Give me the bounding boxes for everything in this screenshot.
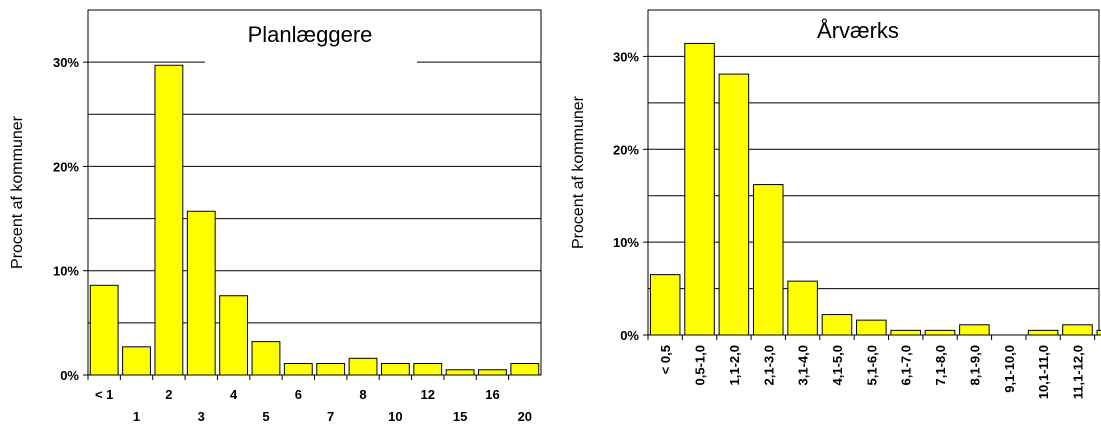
x-tick-label: 8,1-9,0 xyxy=(967,345,982,385)
plot-area-border xyxy=(647,9,1100,336)
x-tick-label: 4 xyxy=(230,387,238,402)
bar xyxy=(283,363,313,376)
y-tick-label: 10% xyxy=(613,235,639,250)
bar xyxy=(787,280,818,336)
x-tick-label: 9,1-10,0 xyxy=(1002,345,1017,393)
bar xyxy=(122,346,151,376)
bar xyxy=(413,363,443,376)
x-tick-label: 3 xyxy=(198,409,205,424)
x-tick-label: 6 xyxy=(295,387,302,402)
x-tick-label: 4,1-5,0 xyxy=(830,345,845,385)
bar xyxy=(684,42,715,336)
bar xyxy=(752,184,784,336)
x-tick-label: < 0,5 xyxy=(658,345,673,374)
bar xyxy=(959,324,990,336)
chart-2: 0% 10% 20% 30% < 0,5 0,5-1,0 1,1-2,0 2,1-3,0 3,1… xyxy=(570,9,1101,399)
bar xyxy=(478,369,507,376)
bar xyxy=(316,363,346,376)
x-tick-label: 1,1-2,0 xyxy=(727,345,742,385)
bar xyxy=(251,341,281,376)
bar xyxy=(510,363,540,376)
x-tick-label: 20 xyxy=(518,409,532,424)
x-tick-label: 2,1-3,0 xyxy=(761,345,776,385)
x-tick-label: 12 xyxy=(421,387,435,402)
x-tick-label: 8 xyxy=(359,387,366,402)
y-axis-label: Procent af kommuner xyxy=(570,95,587,249)
bar xyxy=(219,295,249,376)
bar xyxy=(154,64,184,376)
x-tick-label: 10 xyxy=(388,409,402,424)
x-tick-label: 15 xyxy=(453,409,467,424)
bar xyxy=(1096,329,1101,336)
x-tick-label: 16 xyxy=(485,387,499,402)
chart-title: Årværks xyxy=(817,18,899,43)
bar xyxy=(649,274,681,336)
bar xyxy=(445,369,475,376)
bar xyxy=(1062,324,1093,336)
x-tick-label: 5 xyxy=(262,409,269,424)
bar xyxy=(348,357,378,376)
x-tick-label: 7 xyxy=(327,409,334,424)
bar xyxy=(89,284,119,376)
y-tick-label: 20% xyxy=(613,142,639,157)
y-tick-label: 10% xyxy=(53,264,79,279)
bar xyxy=(718,73,750,336)
bar xyxy=(924,329,956,336)
x-tick-label: 10,1-11,0 xyxy=(1036,345,1051,399)
x-tick-label: 7,1-8,0 xyxy=(933,345,948,385)
bar xyxy=(1027,329,1059,336)
x-tick-label: < 1 xyxy=(95,387,113,402)
bar xyxy=(821,314,853,336)
y-tick-label: 20% xyxy=(53,159,79,174)
y-axis-label: Procent af kommuner xyxy=(9,115,26,269)
y-tick-label: 30% xyxy=(613,49,639,64)
bar xyxy=(856,319,887,336)
y-tick-label: 0% xyxy=(620,328,639,343)
chart-title: Planlæggere xyxy=(248,22,373,47)
y-tick-label: 30% xyxy=(53,55,79,70)
x-tick-label: 5,1-6,0 xyxy=(864,345,879,385)
x-tick-label: 2 xyxy=(165,387,172,402)
x-tick-label: 6,1-7,0 xyxy=(899,345,914,385)
bar xyxy=(380,363,410,376)
x-tick-label: 1 xyxy=(133,409,140,424)
chart-1: 0%10%20%30%< 1123456781012151620Planlægg… xyxy=(9,9,542,424)
x-tick-label: 3,1-4,0 xyxy=(796,345,811,385)
x-tick-label: 11,1-12,0 xyxy=(1070,345,1085,399)
y-tick-label: 0% xyxy=(60,368,79,383)
x-tick-label: 0,5-1,0 xyxy=(693,345,708,385)
bar xyxy=(890,329,921,336)
bar xyxy=(186,210,216,376)
